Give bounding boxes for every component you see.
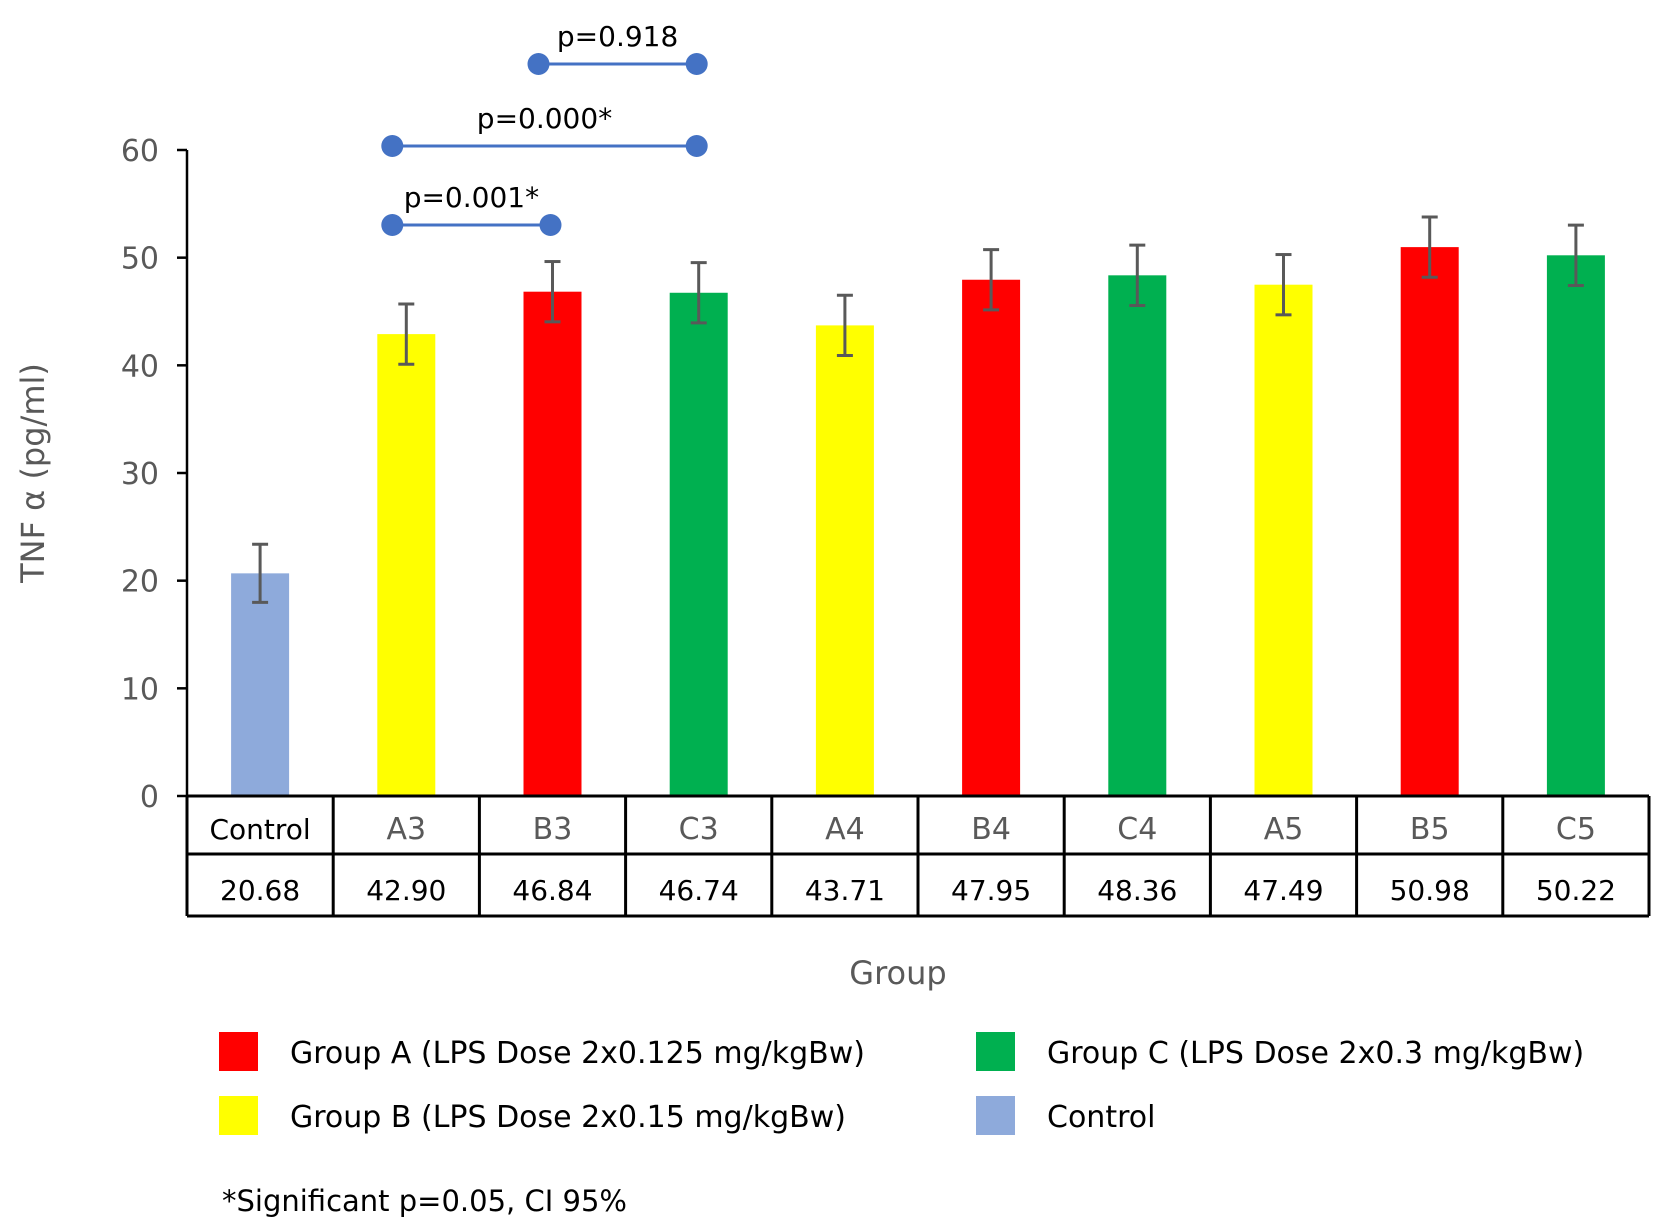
data-label: 47.49	[1243, 874, 1323, 907]
y-tick-label: 30	[121, 457, 159, 492]
error-bar-b4	[983, 248, 1000, 312]
data-label: 50.98	[1390, 874, 1470, 907]
error-bar-a5	[1275, 253, 1292, 317]
comparison-brackets: p=0.001* p=0.000* p=0.918	[381, 20, 708, 236]
footnote: *Significant p=0.05, CI 95%	[222, 1184, 627, 1218]
comparison-a3-b3: p=0.001*	[381, 181, 562, 236]
comparison-label: p=0.000*	[477, 102, 612, 135]
data-label: 47.95	[951, 874, 1031, 907]
comparison-a3-c3: p=0.000*	[381, 102, 708, 157]
y-tick-label: 20	[121, 565, 159, 600]
data-table: Control 20.68 A3 42.90 B3 46.84 C3 46.74 A4 43.71…	[185, 794, 1651, 918]
legend-label: Group A (LPS Dose 2x0.125 mg/kgBw)	[290, 1036, 865, 1071]
legend-swatch	[219, 1096, 258, 1135]
axis-labels: TNF α (pg/ml) Group	[14, 363, 947, 992]
x-tick-label: A4	[825, 812, 865, 847]
error-bar-a4	[836, 293, 853, 358]
bar-a4	[815, 325, 874, 796]
data-label: 48.36	[1097, 874, 1177, 907]
data-label: 46.74	[659, 874, 739, 907]
error-bar-c4	[1129, 243, 1146, 307]
x-tick-label: Control	[209, 813, 310, 846]
y-tick-label: 10	[121, 672, 159, 707]
y-tick-label: 40	[121, 349, 159, 384]
legend-entry: Control	[976, 1096, 1155, 1135]
error-bar-control	[252, 542, 269, 604]
bar-c4	[1108, 275, 1167, 797]
comparison-b3-c3: p=0.918	[527, 20, 708, 75]
y-tick-label: 0	[140, 780, 159, 815]
x-tick-label: C3	[679, 812, 719, 847]
bar-b5	[1400, 247, 1459, 796]
data-label: 46.84	[512, 874, 592, 907]
data-label: 20.68	[220, 874, 300, 907]
y-axis: 0 10 20 30 40 50 60	[121, 134, 189, 815]
bar-b3	[523, 291, 582, 796]
bars	[231, 247, 1605, 797]
error-bar-c3	[690, 261, 707, 325]
x-tick-label: B4	[971, 812, 1011, 847]
x-axis-label: Group	[849, 954, 946, 992]
legend: Group A (LPS Dose 2x0.125 mg/kgBw) Group …	[219, 1032, 1584, 1135]
legend-entry: Group A (LPS Dose 2x0.125 mg/kgBw)	[219, 1032, 865, 1071]
x-tick-label: B3	[533, 812, 573, 847]
error-bar-b5	[1421, 215, 1438, 279]
error-bar-c5	[1567, 223, 1584, 287]
legend-swatch	[219, 1032, 258, 1071]
comparison-label: p=0.001*	[404, 181, 539, 214]
x-tick-label: A3	[386, 812, 426, 847]
legend-swatch	[976, 1032, 1015, 1071]
comparison-label: p=0.918	[557, 20, 678, 53]
bar-control	[231, 573, 290, 796]
y-axis-label: TNF α (pg/ml)	[14, 363, 52, 584]
bar-c5	[1546, 255, 1605, 797]
data-label: 43.71	[805, 874, 885, 907]
legend-label: Control	[1047, 1100, 1155, 1135]
data-label: 50.22	[1536, 874, 1616, 907]
legend-swatch	[976, 1096, 1015, 1135]
x-tick-label: C5	[1556, 812, 1596, 847]
x-tick-label: A5	[1264, 812, 1304, 847]
error-bar-a3	[398, 302, 415, 366]
data-label: 42.90	[366, 874, 446, 907]
y-tick-label: 50	[121, 242, 159, 277]
bar-c3	[669, 292, 728, 796]
legend-entry: Group B (LPS Dose 2x0.15 mg/kgBw)	[219, 1096, 846, 1135]
y-tick-label: 60	[121, 134, 159, 169]
error-bars	[252, 215, 1584, 604]
bar-a5	[1254, 284, 1313, 796]
bar-a3	[377, 334, 436, 796]
bar-b4	[962, 279, 1021, 796]
legend-entry: Group C (LPS Dose 2x0.3 mg/kgBw)	[976, 1032, 1584, 1071]
legend-label: Group B (LPS Dose 2x0.15 mg/kgBw)	[290, 1100, 846, 1135]
error-bar-b3	[544, 260, 561, 324]
x-tick-label: B5	[1410, 812, 1450, 847]
x-tick-label: C4	[1117, 812, 1157, 847]
legend-label: Group C (LPS Dose 2x0.3 mg/kgBw)	[1047, 1036, 1584, 1071]
